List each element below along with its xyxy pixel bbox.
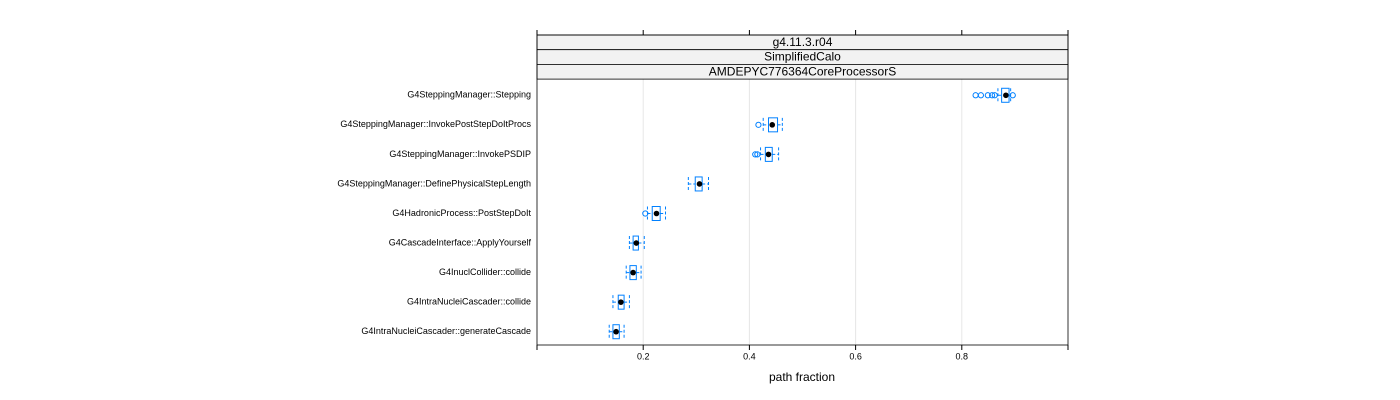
median [613,328,619,335]
outlier [977,92,985,99]
box [764,146,773,162]
x-axis-label: path fraction [769,370,835,384]
box [768,117,779,133]
box [629,265,637,281]
median [1003,92,1009,99]
strip-text: g4.11.3.r04 [773,35,833,49]
y-tick-label: G4SteppingManager::InvokePostStepDoItPro… [340,119,531,129]
y-tick-label: G4SteppingManager::Stepping [407,90,531,100]
box [651,206,661,221]
outlier [752,151,759,158]
median [653,210,660,217]
median [633,240,640,246]
y-tick-label: G4SteppingManager::DefinePhysicalStepLen… [337,178,531,188]
y-tick-label: G4IntraNucleiCascader::generateCascade [361,326,531,336]
x-tick-label: 0.2 [637,351,650,361]
y-tick-label: G4HadronicProcess::PostStepDoIt [392,208,531,218]
box [612,324,620,340]
x-tick-label: 0.8 [956,351,969,361]
strip-text: SimplifiedCalo [764,50,841,64]
x-tick-label: 0.4 [743,351,756,361]
outlier [1009,92,1016,99]
median [769,122,776,128]
outlier [642,210,649,217]
panel-frame [536,34,1069,346]
y-tick-label: G4CascadeInterface::ApplyYourself [389,237,532,247]
outlier [991,92,998,99]
strip-text: AMDEPYC776364CoreProcessorS [709,64,896,78]
outlier [754,151,761,158]
x-tick-label: 0.6 [849,351,862,361]
median [696,181,703,187]
median [618,299,624,305]
outlier [988,92,996,99]
y-tick-label: G4InuclCollider::collide [439,267,531,277]
median [765,151,772,158]
y-tick-label: G4IntraNucleiCascader::collide [407,297,531,307]
median [630,269,636,276]
box [1001,87,1010,103]
outlier [755,121,762,128]
y-tick-label: G4SteppingManager::InvokePSDIP [389,149,531,159]
outlier [972,92,979,99]
outlier [984,92,991,99]
